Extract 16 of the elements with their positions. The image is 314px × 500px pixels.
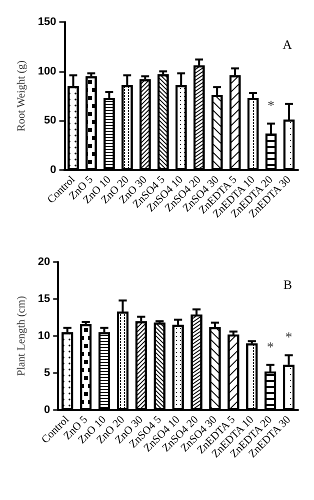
y-tick-label: 50 <box>44 114 56 127</box>
y-axis-title: Plant Length (cm) <box>16 296 28 376</box>
y-tick-label: 5 <box>44 367 50 379</box>
y-tick-label: 15 <box>38 293 50 305</box>
y-tick-label: 0 <box>44 404 50 416</box>
y-tick-label: 10 <box>38 330 50 342</box>
y-tick-label: 20 <box>38 256 50 268</box>
annotation: * <box>268 99 275 114</box>
y-axis-title: Root Weight (g) <box>16 60 28 132</box>
y-tick-label: 100 <box>38 65 56 78</box>
annotation: A <box>282 37 293 52</box>
annotation: * <box>285 330 292 346</box>
y-tick-label: 0 <box>50 164 56 176</box>
annotation: * <box>266 340 274 356</box>
annotation: B <box>283 277 292 292</box>
y-tick-label: 150 <box>38 16 56 28</box>
